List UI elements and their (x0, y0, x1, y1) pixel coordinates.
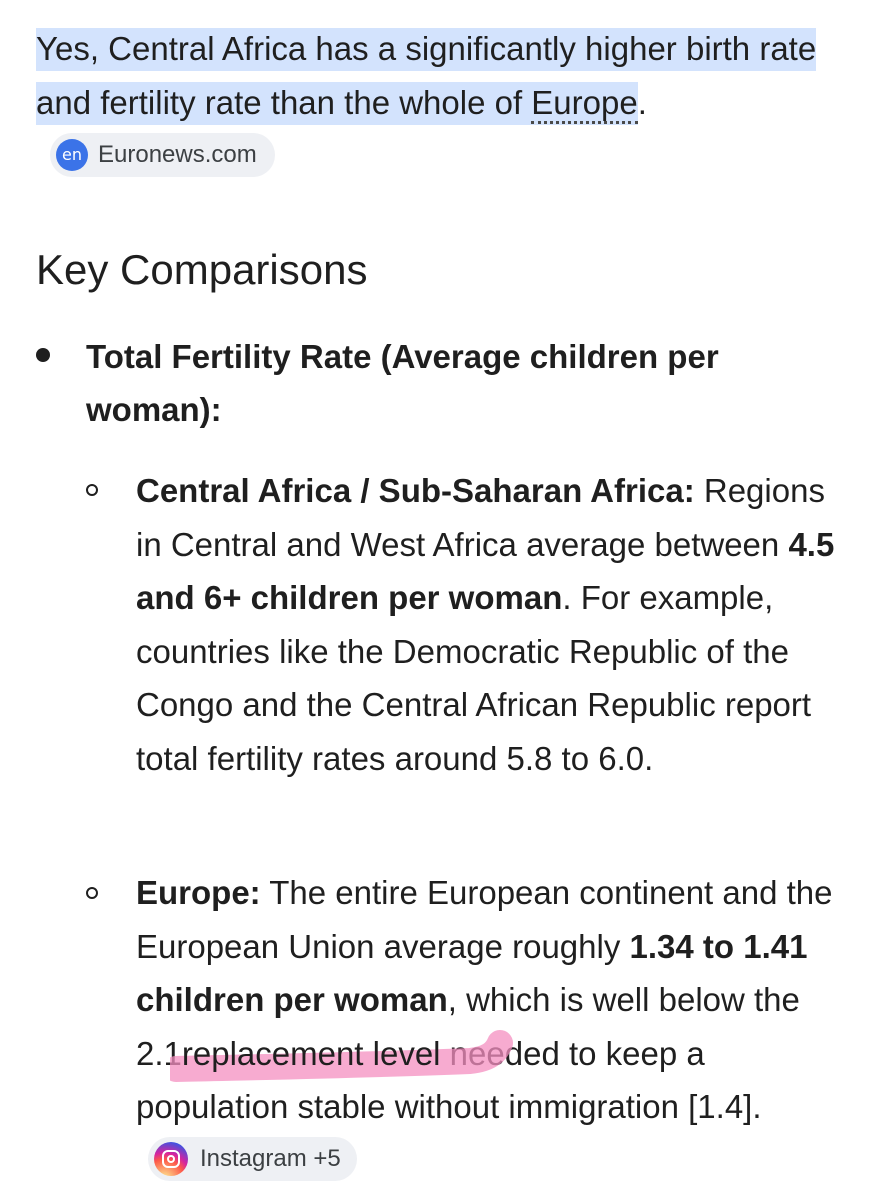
item-text: Regions in Central and West Africa avera… (136, 472, 825, 563)
sub-bullet-icon (86, 484, 98, 496)
instagram-icon (154, 1141, 188, 1176)
europe-link[interactable]: Europe (531, 84, 638, 124)
source-chip-instagram[interactable]: Instagram +5 (148, 1136, 357, 1181)
item-title: Europe: (136, 874, 261, 911)
item-text: . For example, countries like the Democr… (136, 579, 812, 777)
source-chip-label: Euronews.com (98, 141, 257, 169)
list-item-europe: Europe: The entire European continent an… (136, 866, 848, 1187)
item-bold: 4.5 and 6+ children per woman (136, 525, 835, 617)
source-chip-label: Instagram +5 (200, 1144, 341, 1172)
item-text: needed to keep a population stable witho… (136, 1034, 762, 1126)
item-text: , which is well below the 2.1 (136, 981, 800, 1072)
source-chip-euronews[interactable]: en Euronews.com (50, 133, 275, 178)
section-heading: Key Comparisons (36, 246, 368, 293)
euronews-icon: en (56, 139, 88, 172)
bullet-label: Total Fertility Rate (Average children p… (86, 338, 719, 428)
list-item-central-africa: Central Africa / Sub-Saharan Africa: Reg… (136, 464, 848, 785)
intro-text: Yes, Central Africa has a significantly … (36, 30, 817, 121)
highlighter-mark: replacement level (169, 1029, 513, 1082)
sub-bullet-icon (86, 887, 98, 899)
item-text: The entire European continent and the Eu… (136, 874, 833, 965)
item-title: Central Africa / Sub-Saharan Africa: (136, 472, 695, 509)
marked-text: replacement level (181, 1034, 441, 1072)
bullet-icon (36, 348, 50, 362)
highlighted-text: Yes, Central Africa has a significantly … (36, 28, 817, 125)
item-bold: 1.34 to 1.41 children per woman (136, 927, 808, 1019)
intro-period: . (637, 84, 647, 121)
answer-intro-paragraph: Yes, Central Africa has a significantly … (36, 22, 836, 184)
